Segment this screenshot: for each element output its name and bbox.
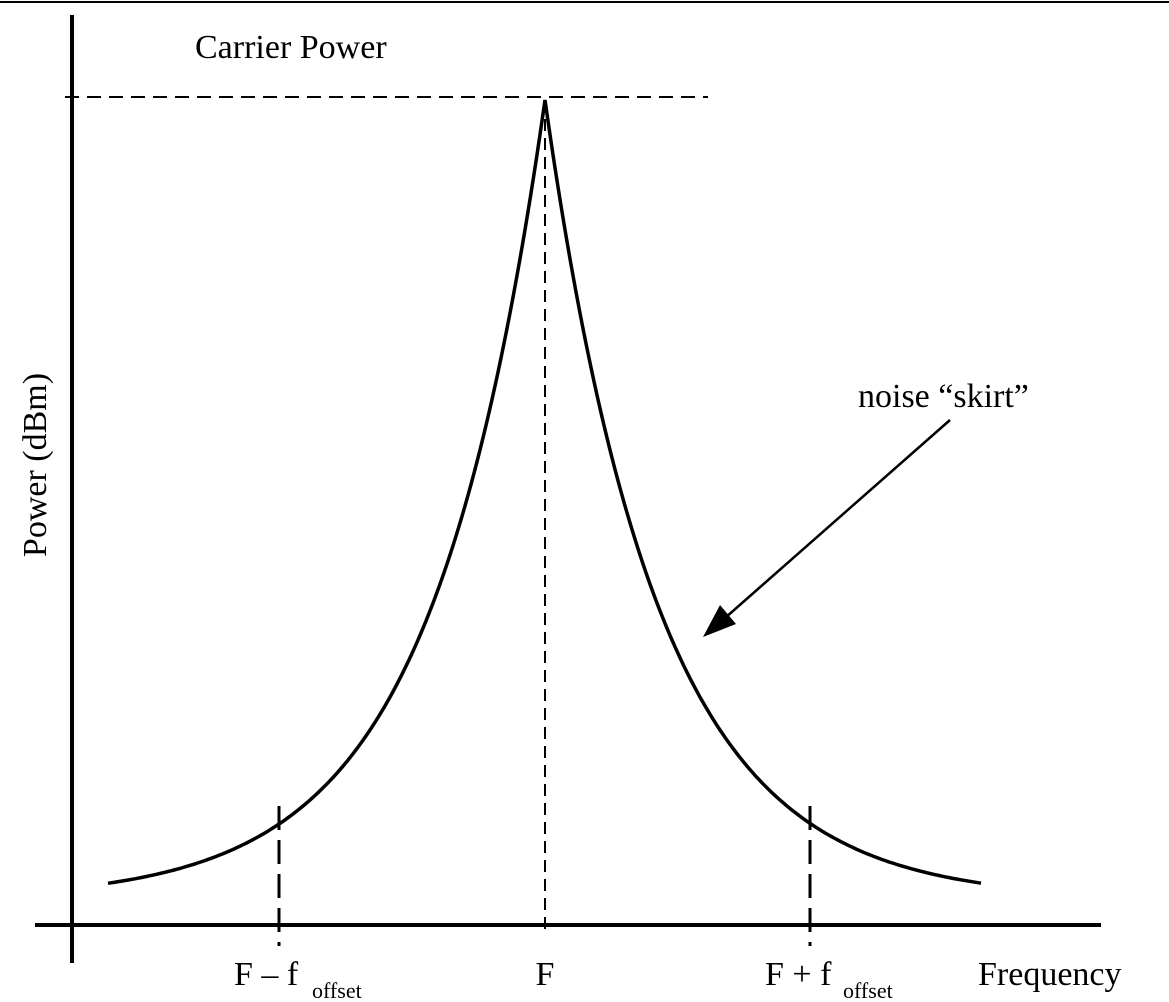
tick-subscript: offset — [312, 978, 362, 1002]
tick-subscript: offset — [843, 978, 893, 1002]
noise-skirt-curve — [107, 99, 982, 886]
x-axis-label: Frequency — [978, 956, 1122, 993]
arrow-head — [703, 605, 736, 637]
annotation: noise “skirt” — [858, 378, 1029, 415]
y-axis-label: Power (dBm) — [17, 373, 54, 557]
arrow-shaft — [724, 419, 951, 619]
carrier-power-label: Carrier Power — [195, 29, 387, 66]
tick-label: F — [536, 956, 555, 993]
tick-label: F – f — [234, 956, 299, 993]
tick-label: F + f — [765, 956, 832, 993]
